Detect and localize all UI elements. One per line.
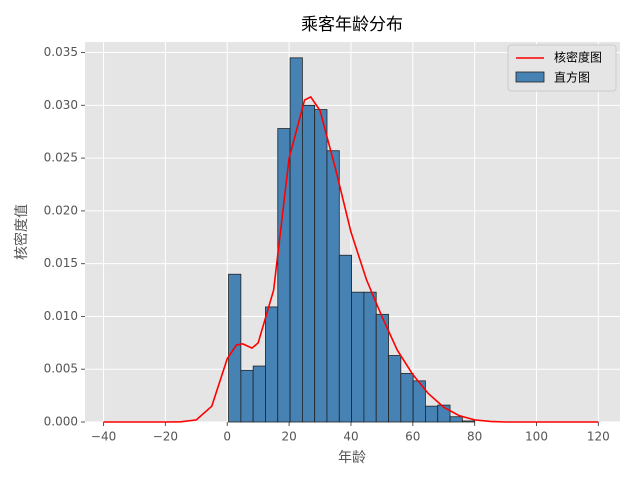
histogram-bar (240, 369, 254, 423)
legend-label: 核密度图 (554, 50, 602, 65)
chart-title: 乘客年龄分布 (301, 15, 403, 35)
histogram-bar (252, 365, 266, 423)
y-axis-label: 核密度值 (13, 204, 30, 260)
x-axis-label: 年龄 (338, 450, 366, 466)
legend-patch (515, 71, 545, 83)
histogram-bar (461, 420, 476, 423)
x-tick-label: 100 (525, 430, 548, 444)
y-tick-label: 0.015 (44, 256, 78, 270)
histogram-bar (301, 104, 316, 423)
histogram-bar (351, 291, 365, 423)
grid: 0.000 0.005 0.010 0.015 0.020 0.025 0.030 0.035… (44, 42, 620, 444)
kde-line (103, 95, 599, 423)
x-tick-label: 80 (467, 430, 482, 444)
x-tick-label: −40 (91, 430, 116, 444)
marks (103, 57, 599, 423)
x-tick-label: 120 (587, 430, 610, 444)
histogram-bar (400, 373, 414, 423)
legend-label: 直方图 (554, 70, 590, 85)
histogram-bar (265, 306, 279, 423)
histogram-bar (449, 416, 463, 423)
y-tick-label: 0.010 (44, 309, 78, 323)
histogram-bar (375, 313, 389, 423)
y-tick-label: 0.020 (44, 203, 78, 217)
x-tick-label: 0 (223, 430, 231, 444)
histogram-bar (326, 150, 340, 423)
histogram-bar (412, 380, 426, 423)
x-tick-label: 60 (405, 430, 420, 444)
histogram-bar (425, 405, 439, 423)
y-tick-label: 0.005 (44, 362, 78, 376)
y-tick-label: 0.030 (44, 98, 78, 112)
x-tick-label: −20 (153, 430, 178, 444)
y-tick-label: 0.025 (44, 151, 78, 165)
histogram-bar (314, 109, 328, 423)
y-tick-label: 0.000 (44, 415, 78, 429)
x-tick-label: 20 (281, 430, 296, 444)
histogram-bar (277, 128, 291, 423)
x-tick-label: 40 (343, 430, 358, 444)
histogram-bar (338, 254, 353, 423)
y-tick-label: 0.035 (44, 45, 78, 59)
histogram-bar (388, 355, 402, 423)
histogram-bar (363, 291, 377, 423)
